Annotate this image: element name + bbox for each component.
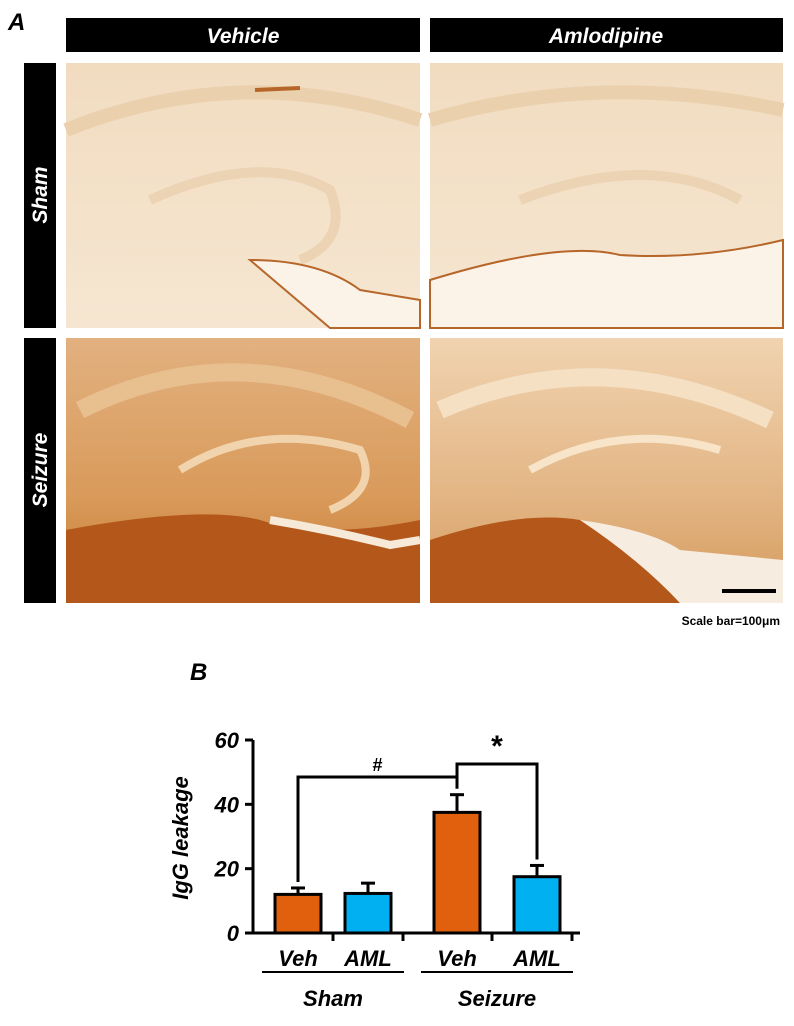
- row-bar: [24, 338, 56, 603]
- micrograph: [66, 338, 421, 603]
- bar: [273, 892, 323, 935]
- x-tick-label: Veh: [278, 946, 318, 971]
- panel-label: B: [190, 659, 207, 686]
- bar: [512, 875, 562, 935]
- row-bar: [24, 63, 56, 328]
- y-tick-label: 0: [227, 921, 240, 946]
- panel-label: A: [7, 9, 25, 36]
- x-tick-label: AML: [343, 946, 392, 971]
- x-tick-label: AML: [512, 946, 561, 971]
- significance-mark: *: [491, 730, 503, 763]
- significance-mark: #: [372, 755, 382, 775]
- y-tick-label: 60: [215, 728, 240, 753]
- column-header: Vehicle: [207, 25, 280, 48]
- bar: [343, 891, 393, 935]
- group-label: Sham: [303, 986, 363, 1011]
- group-label: Seizure: [458, 986, 536, 1011]
- bar: [432, 810, 482, 935]
- y-axis-label: IgG leakage: [168, 776, 193, 900]
- micrograph: [430, 338, 783, 603]
- header-bar: [66, 18, 420, 52]
- row-header: Seizure: [29, 432, 52, 507]
- x-tick-label: Veh: [437, 946, 477, 971]
- plot: 0 20 40 60 Veh AML Veh AML Sham Seizure # *: [214, 728, 580, 1011]
- y-tick-label: 20: [214, 857, 240, 882]
- micrograph: [428, 63, 785, 329]
- scale-bar-label: Scale bar=100μm: [682, 614, 780, 628]
- micrograph: [63, 63, 423, 329]
- column-header: Amlodipine: [548, 25, 664, 48]
- row-header: Sham: [29, 166, 52, 223]
- y-tick-label: 40: [214, 792, 240, 817]
- significance-bracket: [455, 762, 539, 860]
- header-bar: [430, 18, 783, 52]
